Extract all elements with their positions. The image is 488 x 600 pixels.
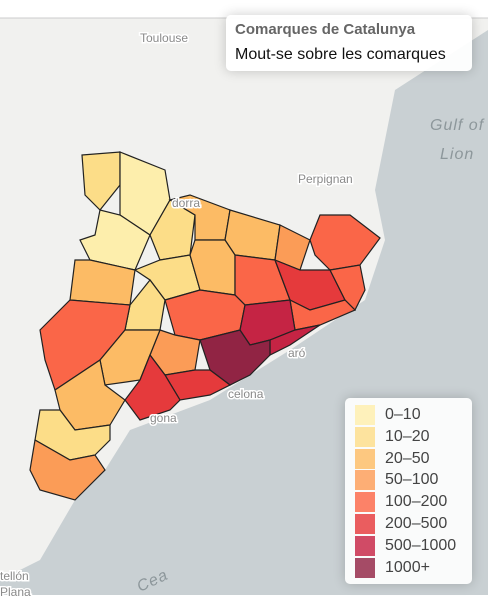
legend-swatch — [355, 514, 375, 534]
comarca[interactable] — [329, 264, 366, 312]
place-label: Perpignan — [298, 172, 353, 186]
place-label: celona — [228, 387, 264, 401]
place-label: aró — [288, 346, 306, 360]
place-label: gona — [150, 411, 177, 425]
legend-item: 10–20 — [355, 426, 430, 447]
legend-label: 10–20 — [385, 427, 430, 445]
comarca[interactable] — [29, 439, 106, 501]
legend-label: 20–50 — [385, 449, 430, 467]
legend-swatch — [355, 405, 375, 425]
comarca[interactable] — [269, 324, 321, 356]
comarca[interactable] — [149, 199, 196, 261]
legend-item: 1000+ — [355, 557, 430, 578]
legend-swatch — [355, 492, 375, 513]
legend-swatch — [355, 448, 375, 469]
legend-label: 50–100 — [385, 471, 439, 489]
comarca[interactable] — [81, 151, 121, 211]
legend-label: 100–200 — [385, 493, 448, 511]
sea-label: Lion — [440, 146, 474, 163]
info-title: Comarques de Catalunya — [235, 21, 416, 38]
legend-item: 0–10 — [355, 405, 421, 425]
legend-swatch — [355, 426, 375, 447]
legend-label: 1000+ — [385, 558, 430, 576]
sea-label: Gulf of — [430, 117, 485, 134]
comarca[interactable] — [124, 353, 181, 421]
legend-label: 500–1000 — [385, 536, 457, 554]
comarca[interactable] — [69, 259, 136, 306]
legend: 0–10 10–20 20–50 50–100 100–200 200–500 500–10… — [345, 398, 472, 584]
legend-item: 500–1000 — [355, 535, 457, 556]
legend-swatch — [355, 557, 375, 578]
legend-swatch — [355, 470, 375, 491]
place-label: Plana — [0, 585, 31, 599]
legend-item: 100–200 — [355, 492, 448, 513]
legend-item: 200–500 — [355, 514, 447, 534]
comarca[interactable] — [309, 214, 381, 271]
comarques — [29, 151, 381, 501]
info-panel: Comarques de Catalunya Mout-se sobre les… — [226, 15, 472, 71]
place-label: Toulouse — [140, 31, 188, 45]
info-subtitle: Mout-se sobre les comarques — [235, 46, 446, 63]
legend-swatch — [355, 535, 375, 556]
legend-item: 20–50 — [355, 448, 430, 469]
comarca[interactable] — [79, 209, 151, 271]
place-label: dorra — [172, 196, 200, 210]
legend-label: 200–500 — [385, 515, 448, 532]
place-label: tellón — [0, 569, 29, 583]
legend-item: 50–100 — [355, 470, 439, 491]
legend-label: 0–10 — [385, 406, 421, 423]
